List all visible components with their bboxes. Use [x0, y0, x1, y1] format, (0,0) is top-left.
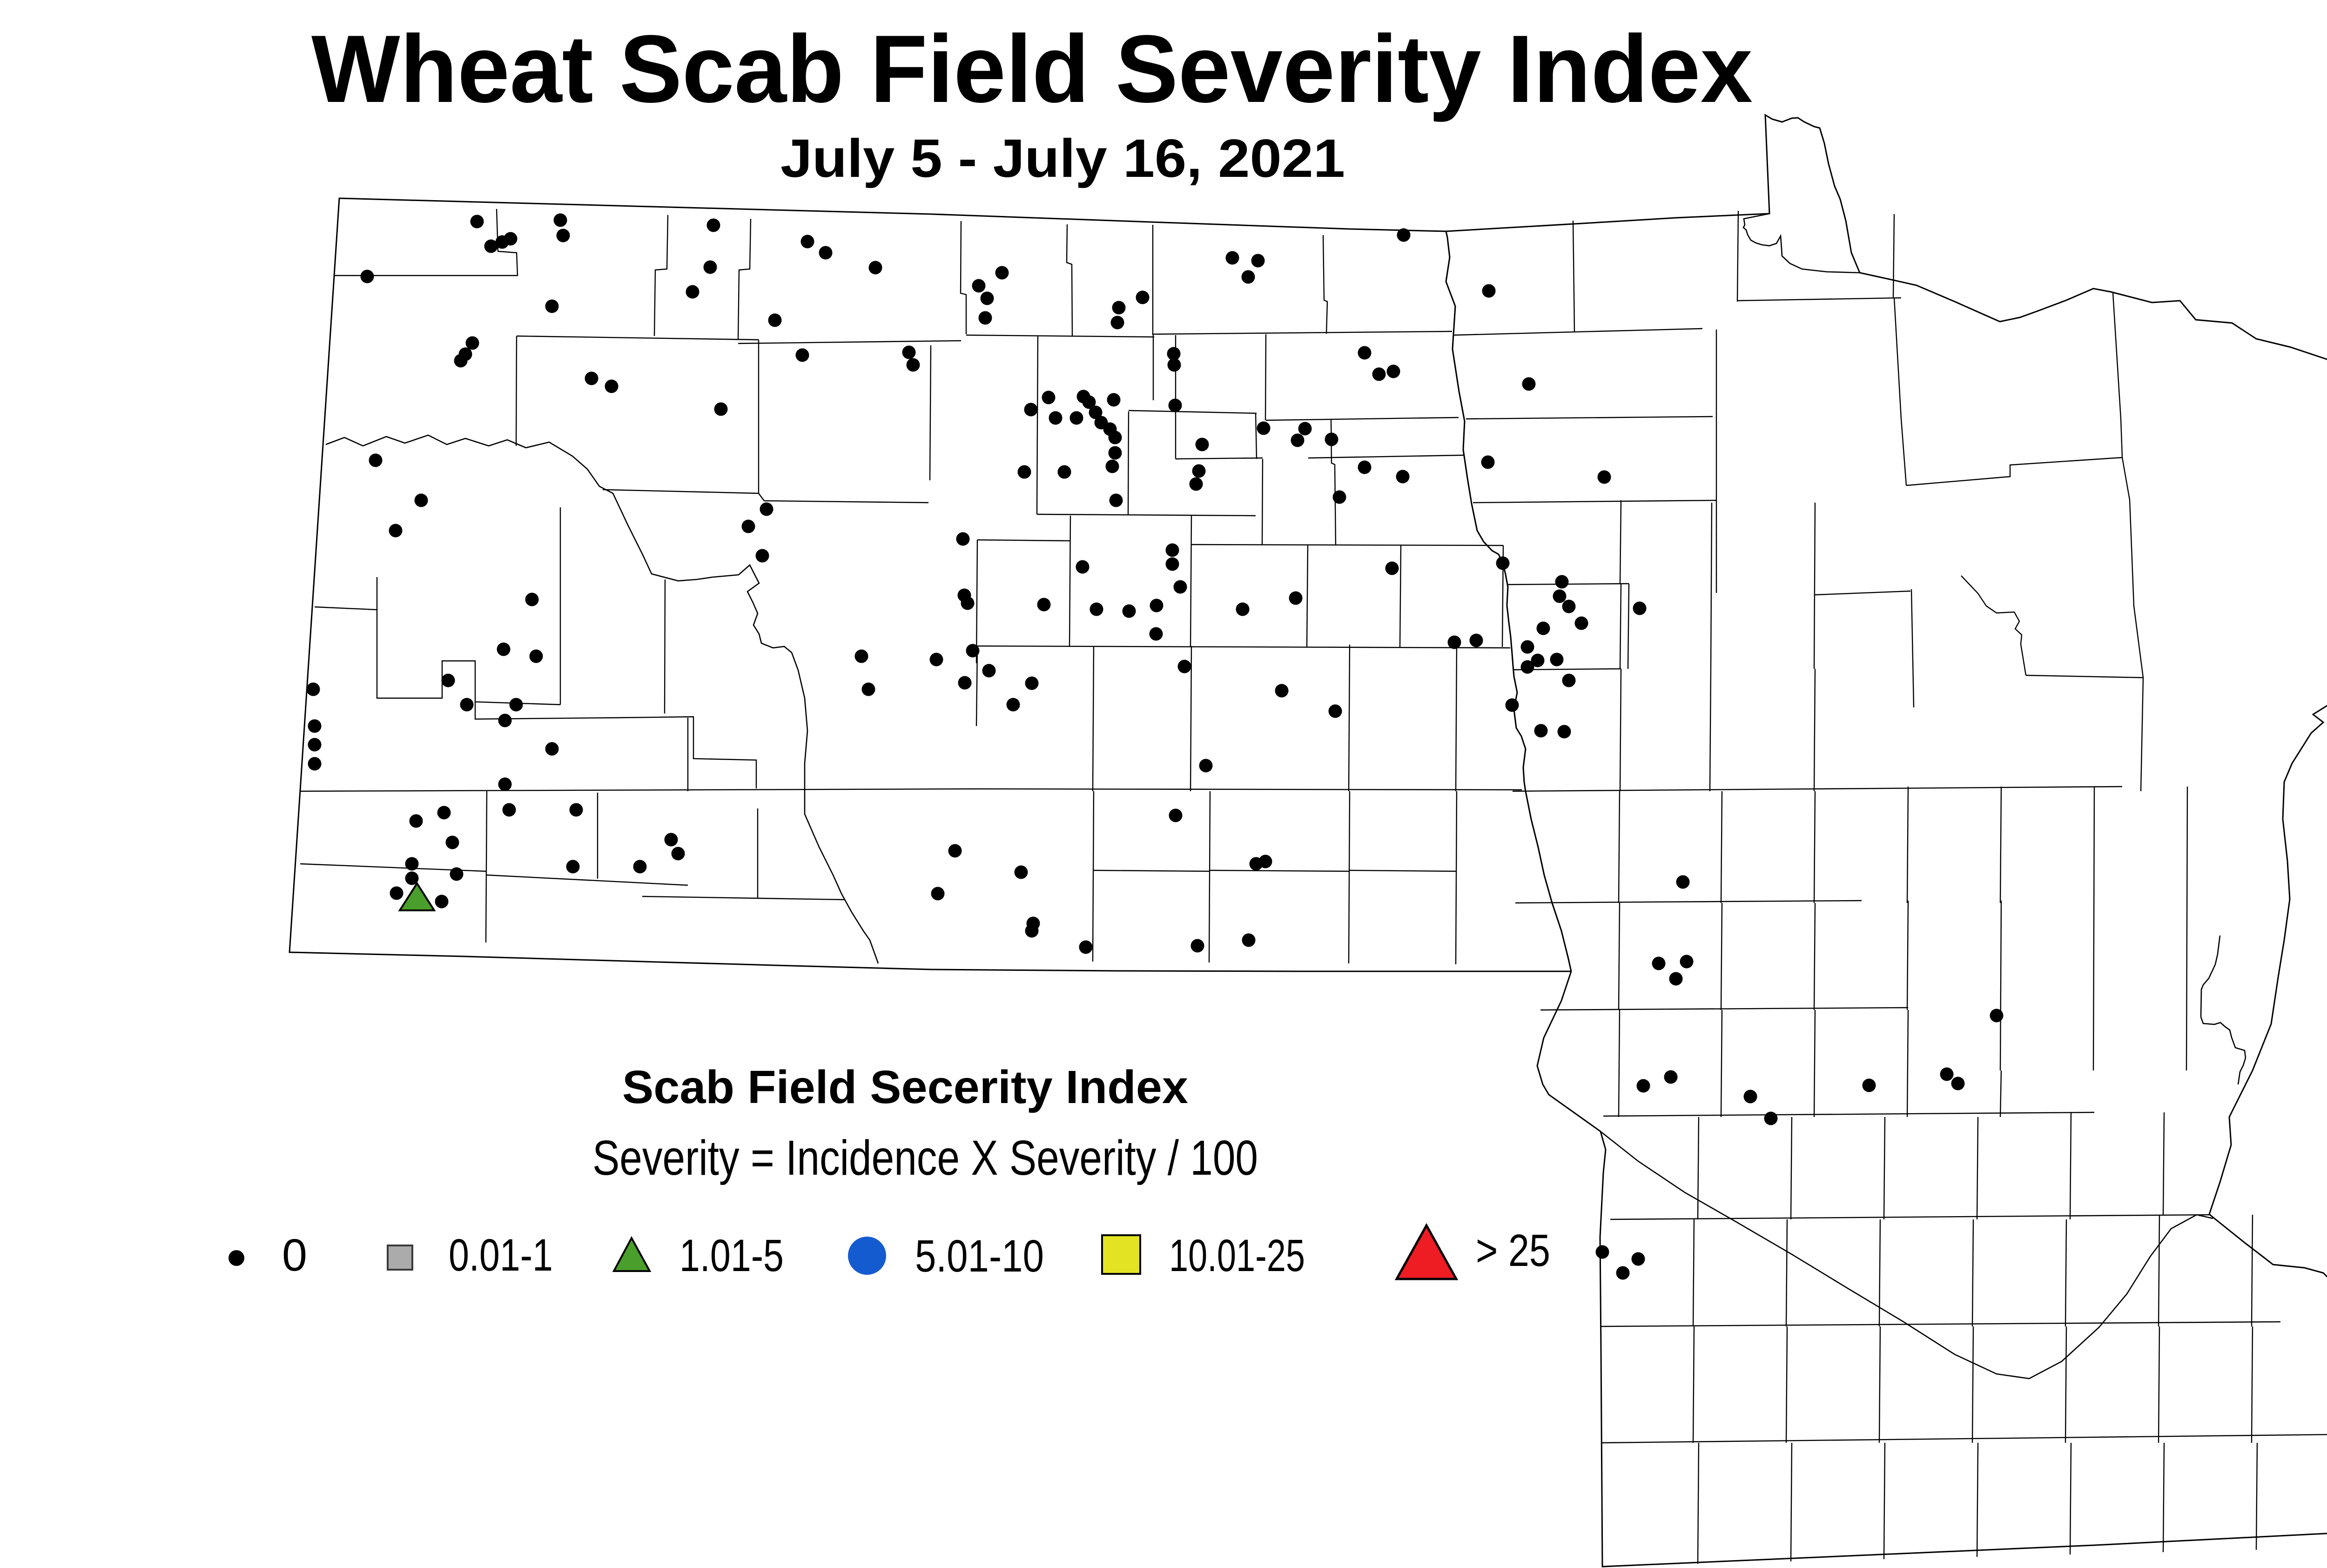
svg-text:0.01-1: 0.01-1: [449, 1230, 553, 1280]
svg-text:Wheat Scab Field Severity Inde: Wheat Scab Field Severity Index: [311, 15, 1753, 122]
svg-text:5.01-10: 5.01-10: [915, 1231, 1044, 1281]
svg-text:Severity = Incidence X Severit: Severity = Incidence X Severity / 100: [592, 1131, 1258, 1185]
svg-text:1.01-5: 1.01-5: [679, 1230, 784, 1281]
svg-text:10.01-25: 10.01-25: [1169, 1230, 1305, 1281]
svg-text:> 25: > 25: [1476, 1225, 1550, 1276]
svg-text:July 5 - July 16, 2021: July 5 - July 16, 2021: [780, 128, 1345, 188]
svg-text:0: 0: [282, 1230, 307, 1280]
svg-text:Scab Field Secerity Index: Scab Field Secerity Index: [622, 1061, 1188, 1113]
